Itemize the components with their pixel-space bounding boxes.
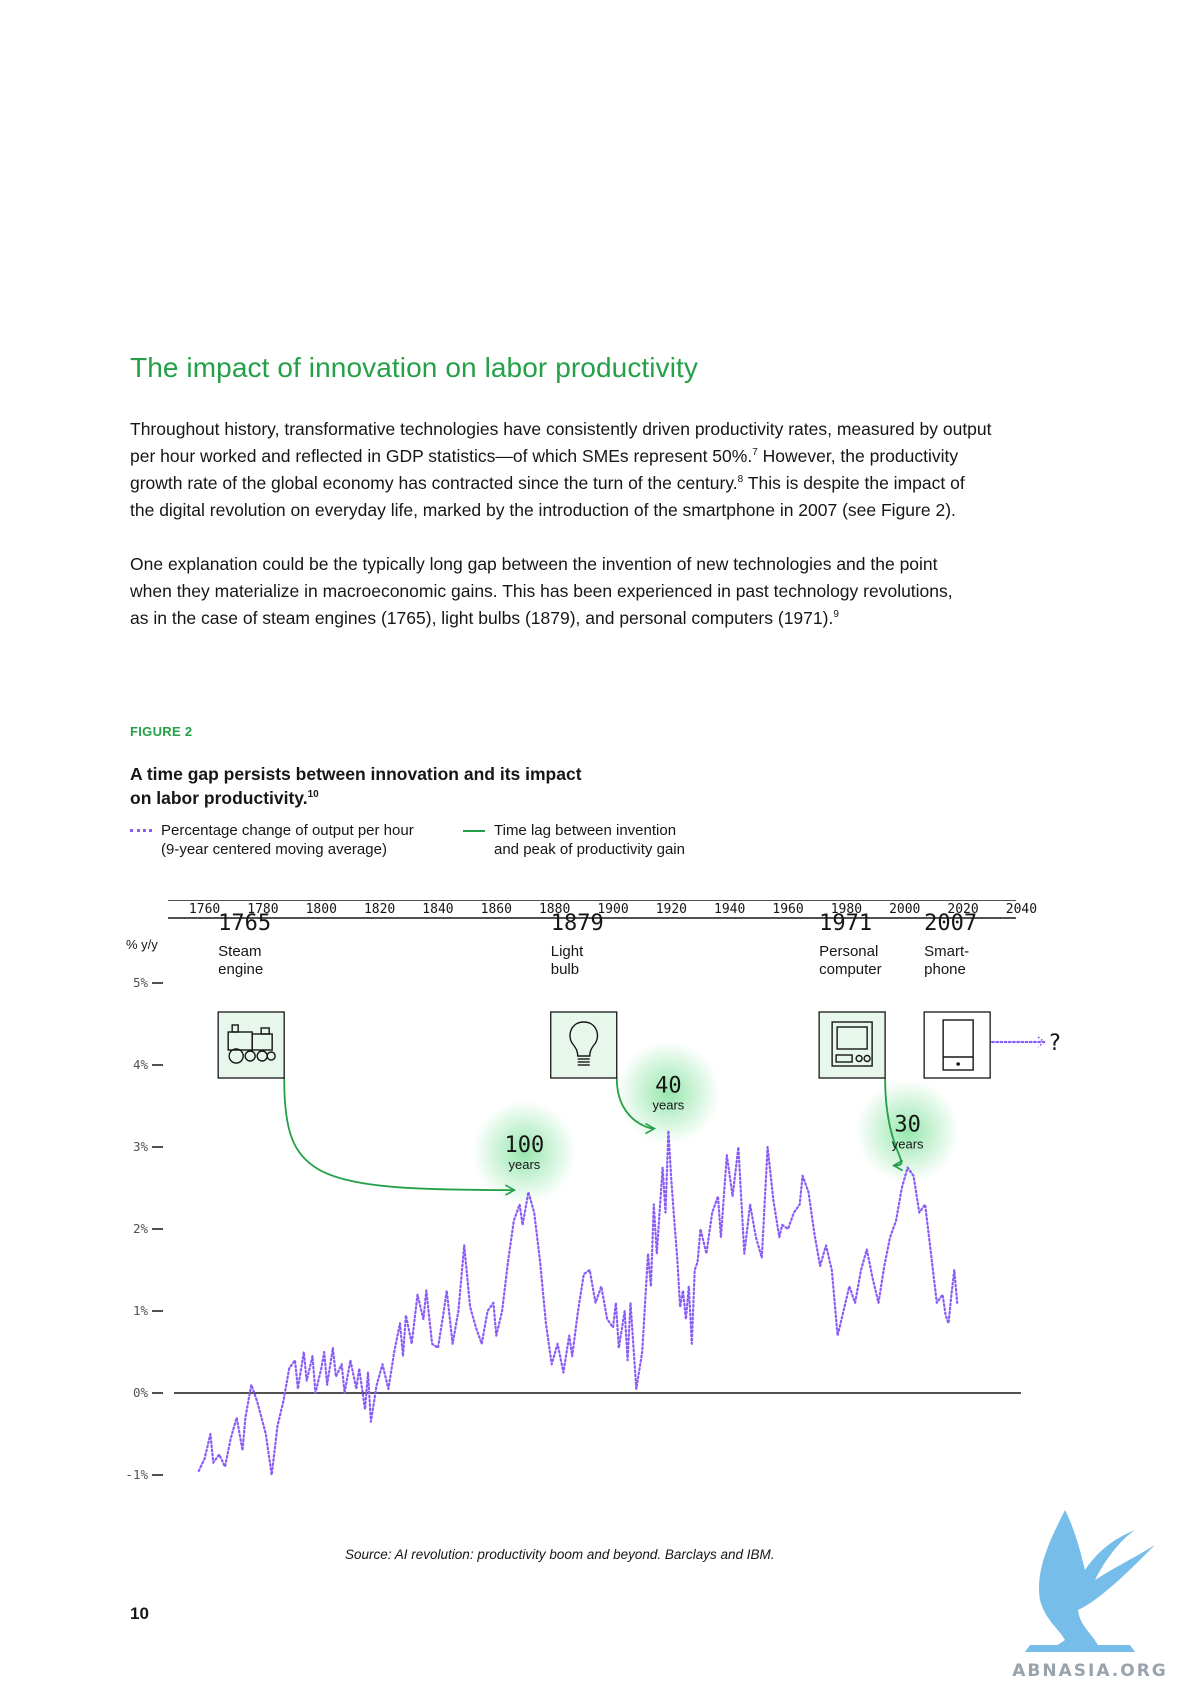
- event-icon-box: [923, 1011, 991, 1079]
- x-tick-label: 1820: [364, 902, 395, 917]
- event-label: Steam: [218, 943, 261, 960]
- paragraph-2: One explanation could be the typically l…: [130, 554, 953, 628]
- chart-source: Source: AI revolution: productivity boom…: [345, 1547, 775, 1562]
- event-year: 1971: [819, 911, 872, 936]
- steam-engine-icon: [227, 1024, 276, 1064]
- phone-button: [956, 1062, 960, 1066]
- computer-icon: [831, 1021, 873, 1067]
- lag-years-value: 30: [894, 1113, 921, 1138]
- event-label: Personal: [819, 943, 878, 960]
- smartphone-icon: [942, 1019, 974, 1071]
- engine-chimney: [231, 1024, 239, 1033]
- x-tick-label: 1860: [481, 902, 512, 917]
- lag-glow: [855, 1079, 960, 1184]
- footnote-ref[interactable]: 8: [737, 474, 744, 486]
- event-year: 2007: [924, 911, 977, 936]
- figure-label: FIGURE 2: [130, 724, 193, 739]
- future-arrowhead: [1037, 1036, 1046, 1048]
- y-tick-label: 3%: [133, 1139, 149, 1154]
- pc-button: [863, 1054, 871, 1063]
- event-label: bulb: [551, 961, 579, 978]
- x-tick-label: 1900: [597, 902, 628, 917]
- x-tick-label: 1760: [189, 902, 220, 917]
- legend-label: Percentage change of output per hour (9-…: [161, 822, 414, 858]
- event-label: Light: [551, 943, 584, 960]
- event-smartphone: 2007 Smart-phone?: [923, 911, 1061, 1079]
- section-heading: The impact of innovation on labor produc…: [130, 352, 699, 383]
- engine-wheel: [228, 1048, 244, 1064]
- paragraph-1: Throughout history, transformative techn…: [130, 419, 992, 520]
- footnote-ref[interactable]: 10: [307, 789, 319, 801]
- event-label: phone: [924, 961, 966, 978]
- solid-line-swatch: [463, 830, 485, 832]
- pc-drive: [835, 1054, 853, 1063]
- lag-years-unit: years: [509, 1157, 541, 1172]
- y-axis-title: % y/y: [126, 937, 158, 952]
- page-number: 10: [130, 1604, 149, 1623]
- event-year: 1879: [551, 911, 604, 936]
- x-tick-label: 1920: [656, 902, 687, 917]
- y-tick-label: 5%: [133, 975, 149, 990]
- legend-item-time-lag: Time lag between invention and peak of p…: [463, 821, 763, 859]
- event-year: 1765: [218, 911, 271, 936]
- unknown-lag-mark: ?: [1048, 1031, 1061, 1056]
- lag-years-value: 100: [505, 1133, 545, 1158]
- x-tick-label: 1980: [831, 902, 862, 917]
- lag-glow: [472, 1100, 577, 1205]
- y-tick-label: 4%: [133, 1057, 149, 1072]
- watermark-text: ABNASIA.ORG: [1012, 1661, 1168, 1680]
- event-icon-box: [818, 1011, 886, 1079]
- griffin-logo-icon: [1025, 1510, 1155, 1652]
- legend-item-output-per-hour: Percentage change of output per hour (9-…: [130, 821, 450, 859]
- pc-screen: [836, 1026, 868, 1050]
- x-tick-label: 2000: [889, 902, 920, 917]
- bulb-glass: [569, 1021, 599, 1057]
- lag-years-unit: years: [892, 1137, 924, 1152]
- time-lag-arrow: [615, 1077, 657, 1135]
- y-tick-label: 2%: [133, 1221, 149, 1236]
- y-tick-label: -1%: [125, 1467, 148, 1482]
- x-tick-label: 2020: [947, 902, 978, 917]
- x-tick-label: 1880: [539, 902, 570, 917]
- dotted-line-swatch: [130, 829, 152, 832]
- event-label: computer: [819, 961, 882, 978]
- pc-button: [855, 1054, 863, 1063]
- time-lag-arrow: [884, 1077, 904, 1172]
- y-tick-label: 1%: [133, 1303, 149, 1318]
- footnote-ref[interactable]: 7: [752, 447, 758, 459]
- footnote-ref[interactable]: 9: [833, 609, 839, 621]
- event-label: Smart-: [924, 943, 969, 960]
- time-lag-arrow: [283, 1077, 517, 1196]
- x-tick-label: 1800: [306, 902, 337, 917]
- event-label: engine: [218, 961, 263, 978]
- x-tick-label: 1780: [247, 902, 278, 917]
- light-bulb-icon: [569, 1021, 599, 1066]
- figure-title: A time gap persists between innovation a…: [130, 764, 582, 808]
- productivity-series-line: [197, 1129, 959, 1477]
- lag-years-unit: years: [653, 1098, 685, 1113]
- x-tick-label: 1840: [422, 902, 453, 917]
- lag-years-value: 40: [655, 1074, 682, 1099]
- x-tick-label: 1940: [714, 902, 745, 917]
- productivity-chart: 1760 1780 1800 1820 1840 1860 1880 1900 1920 1940…: [125, 900, 1061, 1482]
- event-icon-box: [550, 1011, 618, 1079]
- lag-glow: [616, 1040, 721, 1145]
- event-icon-box: [217, 1011, 285, 1079]
- engine-wheel: [266, 1051, 276, 1061]
- engine-wheel: [244, 1050, 256, 1062]
- engine-roof: [260, 1027, 270, 1035]
- x-tick-label: 1960: [772, 902, 803, 917]
- legend-label: Time lag between invention and peak of p…: [494, 822, 685, 858]
- pc-case: [831, 1021, 873, 1067]
- phone-body: [942, 1019, 974, 1071]
- y-tick-label: 0%: [133, 1385, 149, 1400]
- griffin-logo-watermark: ABNASIA.ORG: [1012, 1510, 1168, 1680]
- x-tick-label: 2040: [1006, 902, 1037, 917]
